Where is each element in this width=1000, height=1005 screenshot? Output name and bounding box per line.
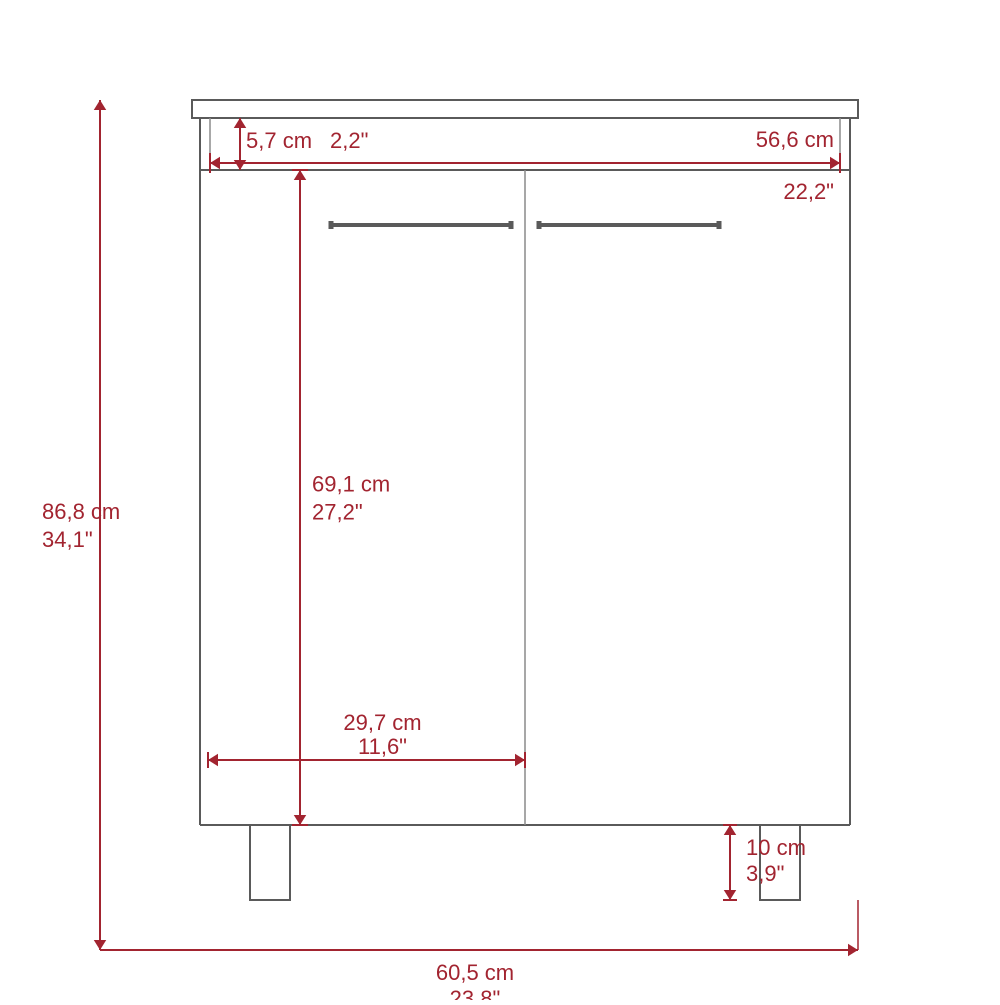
label-leg-height-cm: 10 cm (746, 835, 806, 860)
diagram-svg: 86,8 cm 34,1" 60,5 cm23,8" 56,6 cm 22,2" 5,7 … (0, 0, 1000, 1000)
label-door-height-cm: 69,1 cm (312, 472, 390, 497)
label-overall-width-cm: 60,5 cm (436, 960, 514, 985)
label-inner-width-in: 22,2" (783, 179, 834, 204)
label-door-width-in: 11,6" (358, 734, 407, 759)
label-leg-height-in: 3,9" (746, 861, 784, 886)
label-rail-height-in: 2,2" (330, 128, 368, 153)
label-overall-width-in: 23,8" (450, 986, 501, 1000)
label-overall-height-cm: 86,8 cm (42, 499, 120, 524)
label-rail-height-cm: 5,7 cm (246, 128, 312, 153)
diagram-stage: 86,8 cm 34,1" 60,5 cm23,8" 56,6 cm 22,2" 5,7 … (0, 0, 1000, 1000)
label-door-height-in: 27,2" (312, 500, 363, 525)
label-door-width-cm: 29,7 cm (343, 710, 421, 735)
label-overall-height-in: 34,1" (42, 527, 93, 552)
label-inner-width-cm: 56,6 cm (756, 127, 834, 152)
